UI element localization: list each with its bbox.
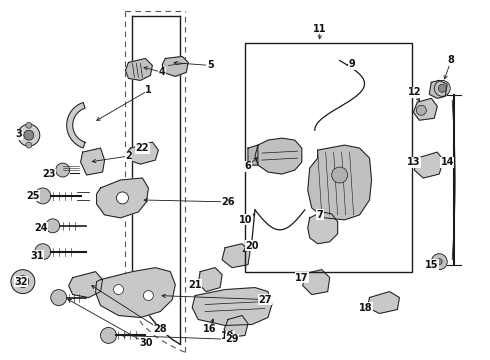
Circle shape — [18, 124, 40, 146]
Text: 11: 11 — [313, 24, 326, 33]
Text: 23: 23 — [42, 169, 55, 179]
Text: 25: 25 — [26, 191, 40, 201]
Polygon shape — [414, 98, 437, 120]
Circle shape — [100, 328, 117, 343]
Circle shape — [434, 80, 450, 96]
Circle shape — [24, 130, 34, 140]
Circle shape — [46, 219, 60, 233]
Text: 13: 13 — [407, 157, 420, 167]
Text: 5: 5 — [207, 60, 214, 71]
Polygon shape — [126, 142, 158, 164]
Polygon shape — [308, 212, 338, 244]
Text: 1: 1 — [145, 85, 152, 95]
Polygon shape — [198, 268, 222, 292]
Polygon shape — [415, 152, 443, 178]
Text: 3: 3 — [16, 129, 22, 139]
Polygon shape — [368, 292, 399, 314]
Text: 26: 26 — [221, 197, 235, 207]
Text: 15: 15 — [424, 260, 438, 270]
Text: 29: 29 — [225, 334, 239, 345]
Text: 21: 21 — [189, 280, 202, 289]
Text: 27: 27 — [258, 294, 271, 305]
Polygon shape — [192, 288, 272, 325]
Circle shape — [35, 244, 51, 260]
Polygon shape — [69, 272, 102, 298]
Text: 30: 30 — [140, 338, 153, 348]
Text: 22: 22 — [136, 143, 149, 153]
Circle shape — [17, 276, 29, 288]
Polygon shape — [222, 244, 250, 268]
Circle shape — [35, 188, 51, 204]
Text: 18: 18 — [359, 302, 372, 312]
Circle shape — [26, 122, 32, 128]
Text: 32: 32 — [14, 276, 27, 287]
Polygon shape — [67, 103, 85, 148]
Polygon shape — [224, 315, 248, 337]
Text: 16: 16 — [203, 324, 217, 334]
Text: 6: 6 — [245, 161, 251, 171]
Text: 17: 17 — [295, 273, 309, 283]
Circle shape — [114, 285, 123, 294]
Circle shape — [51, 289, 67, 306]
Polygon shape — [81, 148, 104, 175]
Circle shape — [11, 270, 35, 293]
Polygon shape — [255, 138, 302, 174]
Text: 9: 9 — [348, 59, 355, 69]
Text: 14: 14 — [441, 157, 454, 167]
Text: 19: 19 — [221, 332, 235, 341]
Text: 8: 8 — [448, 55, 455, 66]
Circle shape — [117, 192, 128, 204]
Polygon shape — [429, 80, 447, 98]
Bar — [245, 42, 413, 272]
Text: 2: 2 — [125, 151, 132, 161]
Circle shape — [416, 105, 426, 115]
Polygon shape — [308, 145, 371, 220]
Circle shape — [431, 254, 447, 270]
Polygon shape — [162, 57, 188, 76]
Polygon shape — [97, 178, 148, 218]
Circle shape — [438, 84, 446, 92]
Text: 24: 24 — [34, 223, 48, 233]
Text: 7: 7 — [317, 210, 323, 220]
Text: 12: 12 — [408, 87, 421, 97]
Text: 10: 10 — [239, 215, 253, 225]
Circle shape — [26, 142, 32, 148]
Circle shape — [332, 167, 347, 183]
Circle shape — [144, 291, 153, 301]
Polygon shape — [125, 58, 152, 80]
Text: 4: 4 — [159, 67, 166, 77]
Text: 31: 31 — [30, 251, 44, 261]
Text: 20: 20 — [245, 241, 259, 251]
Polygon shape — [248, 145, 258, 165]
Polygon shape — [96, 268, 175, 318]
Circle shape — [56, 163, 70, 177]
Text: 28: 28 — [153, 324, 167, 334]
Circle shape — [436, 259, 442, 265]
Polygon shape — [303, 270, 330, 294]
